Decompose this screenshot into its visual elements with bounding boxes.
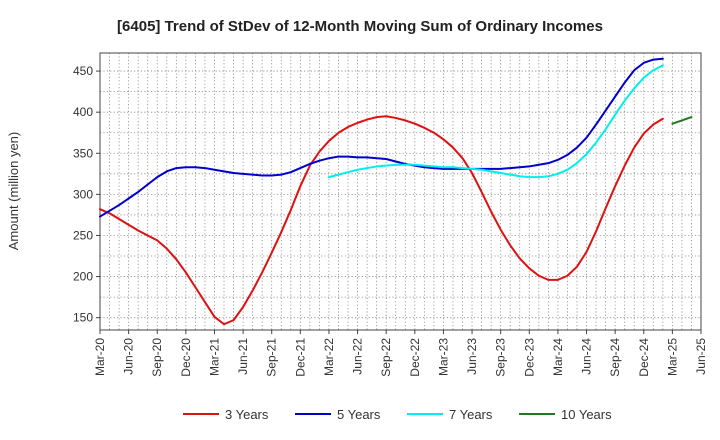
x-tick-label: Sep-23: [494, 338, 508, 377]
y-tick-label: 150: [73, 311, 93, 325]
chart-title: [6405] Trend of StDev of 12-Month Moving…: [117, 18, 603, 35]
series-line-7-years: [327, 64, 664, 179]
x-tick-label: Sep-20: [150, 338, 164, 377]
plot-area: [99, 52, 702, 331]
x-axis: Mar-20 Jun-20 Sep-20 Dec-20 Mar-21 Jun-21 Sep-…: [93, 330, 708, 377]
y-axis-label: Amount (million yen): [6, 132, 21, 251]
legend-label: 7 Years: [449, 407, 493, 422]
y-tick-label: 350: [73, 146, 93, 160]
y-tick-label: 200: [73, 270, 93, 284]
x-tick-label: Mar-21: [207, 338, 221, 376]
x-tick-label: Sep-22: [379, 338, 393, 377]
x-tick-label: Sep-21: [265, 338, 279, 377]
series-line-3-years: [99, 115, 664, 326]
legend-label: 5 Years: [337, 407, 381, 422]
y-tick-label: 250: [73, 228, 93, 242]
legend-label: 10 Years: [561, 407, 612, 422]
y-axis: 150 200 250 300 350 400 450: [73, 64, 100, 325]
grid: [100, 53, 701, 330]
x-tick-label: Dec-20: [179, 338, 193, 377]
legend-label: 3 Years: [225, 407, 269, 422]
x-tick-label: Jun-21: [236, 338, 250, 375]
x-tick-label: Jun-23: [465, 338, 479, 375]
x-tick-label: Jun-25: [694, 338, 708, 375]
y-tick-label: 450: [73, 64, 93, 78]
series-layer: [99, 57, 693, 326]
x-tick-label: Mar-20: [93, 338, 107, 376]
x-tick-label: Mar-23: [436, 338, 450, 376]
y-tick-label: 400: [73, 105, 93, 119]
x-tick-label: Dec-24: [637, 338, 651, 377]
x-tick-label: Dec-21: [293, 338, 307, 377]
x-tick-label: Dec-22: [408, 338, 422, 377]
x-tick-label: Sep-24: [608, 338, 622, 377]
x-tick-label: Jun-24: [580, 338, 594, 375]
x-tick-label: Dec-23: [522, 338, 536, 377]
x-tick-label: Jun-20: [122, 338, 136, 375]
series-line-5-years: [99, 57, 664, 218]
legend: 3 Years 5 Years 7 Years 10 Years: [183, 407, 612, 422]
y-tick-label: 300: [73, 187, 93, 201]
x-tick-label: Mar-24: [551, 338, 565, 376]
x-tick-label: Mar-25: [665, 338, 679, 376]
series-line-10-years: [671, 116, 693, 125]
x-tick-label: Jun-22: [351, 338, 365, 375]
x-tick-label: Mar-22: [322, 338, 336, 376]
